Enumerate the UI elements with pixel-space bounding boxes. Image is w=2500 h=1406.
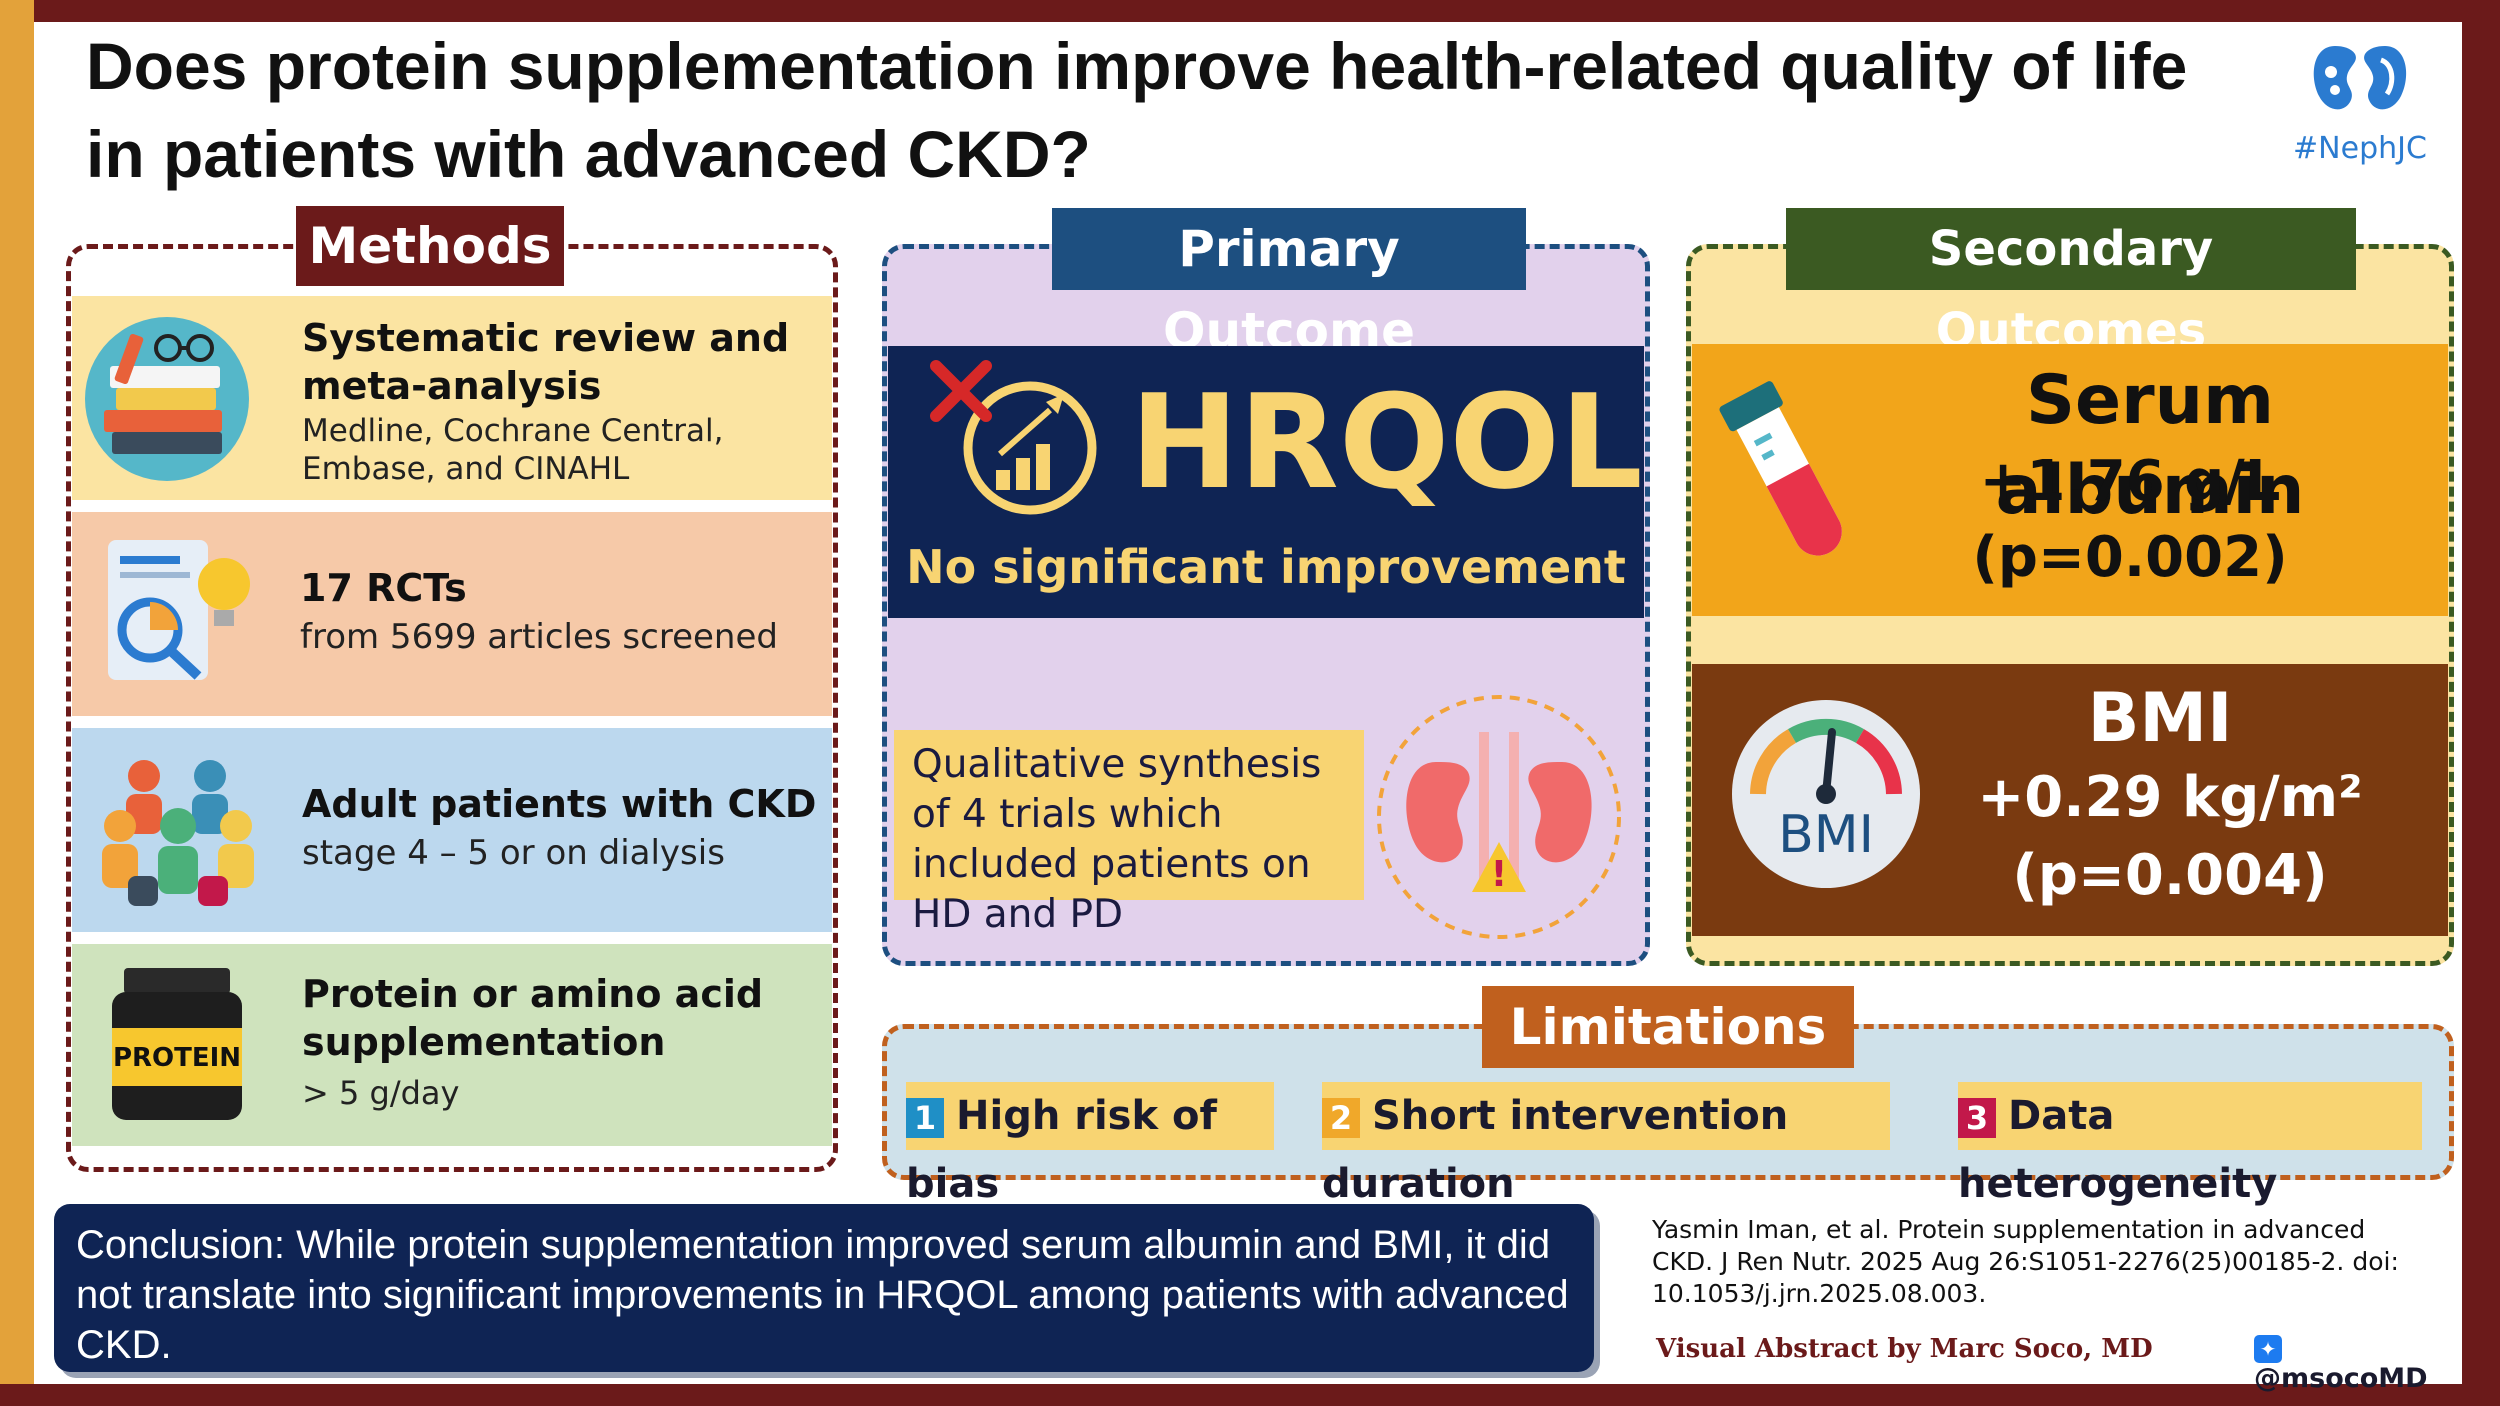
frame-left-bar: [0, 0, 34, 1406]
jar-label: PROTEIN: [113, 1043, 241, 1073]
page-title: Does protein supplementation improve hea…: [86, 29, 2188, 191]
method-row-protein: PROTEIN Protein or amino acid supplement…: [72, 944, 832, 1146]
test-tube-icon: [1719, 381, 1842, 556]
method-title-patients: Adult patients with CKD: [302, 782, 817, 826]
people-icon: [102, 760, 254, 906]
books-icon: [85, 317, 249, 481]
limitation-text-1: High risk of bias: [906, 1093, 1217, 1207]
method-sub-review: Medline, Cochrane Central, Embase, and C…: [302, 413, 724, 487]
method-sub-patients: stage 4 – 5 or on dialysis: [302, 833, 725, 873]
limitation-item-1: 1 High risk of bias: [906, 1082, 1274, 1207]
primary-note: Qualitative synthesis of 4 trials which …: [894, 730, 1364, 937]
bmi-name: BMI: [2087, 679, 2233, 758]
limitation-item-2: 2 Short intervention duration: [1322, 1082, 1890, 1207]
nephjc-logo: #NephJC: [2280, 36, 2440, 176]
logo-hashtag: #NephJC: [2293, 131, 2427, 166]
frame-bottom-bar: [0, 1384, 2500, 1406]
svg-text:!: !: [1491, 854, 1507, 895]
citation: Yasmin Iman, et al. Protein supplementat…: [1652, 1215, 2399, 1308]
method-title-review: Systematic review and meta-analysis: [302, 316, 790, 408]
limitation-text-3: Data heterogeneity: [1958, 1093, 2278, 1207]
handle-text: @msocoMD: [2254, 1363, 2428, 1394]
limitation-item-3: 3 Data heterogeneity: [1958, 1082, 2422, 1207]
bmi-gauge-label: BMI: [1778, 805, 1874, 865]
bmi-value: +0.29 kg/m²: [1977, 765, 2363, 830]
limitations-label: Limitations: [1482, 986, 1854, 1068]
limitation-number-2: 2: [1322, 1098, 1360, 1138]
conclusion-box: Conclusion: While protein supplementatio…: [54, 1204, 1594, 1372]
method-row-patients: Adult patients with CKD stage 4 – 5 or o…: [72, 728, 832, 932]
primary-label: Primary Outcome: [1052, 208, 1526, 360]
secondary-label: Secondary Outcomes: [1786, 208, 2356, 359]
albumin-name: Serum albumin: [1995, 361, 2305, 530]
method-row-rcts: 17 RCTs from 5699 articles screened: [72, 512, 832, 716]
credit: Visual Abstract by Marc Soco, MD: [1656, 1334, 2153, 1364]
bmi-p: (p=0.004): [2012, 843, 2328, 908]
method-title-protein: Protein or amino acid supplementation: [302, 972, 764, 1064]
hrqol-big-text: HRQOL: [1130, 366, 1643, 518]
limitation-number-3: 3: [1958, 1098, 1996, 1138]
method-title-rcts: 17 RCTs: [300, 566, 467, 610]
method-row-review: Systematic review and meta-analysis Medl…: [72, 296, 832, 500]
frame-top-bar: [0, 0, 2500, 22]
albumin-p: (p=0.002): [1972, 525, 2288, 590]
growth-chart-icon: [930, 360, 1097, 515]
bmi-gauge-icon: BMI: [1732, 700, 1920, 888]
kidney-warning-icon: !: [1377, 695, 1621, 939]
limitation-text-2: Short intervention duration: [1322, 1093, 1789, 1207]
protein-jar-icon: PROTEIN: [112, 968, 242, 1120]
bluesky-icon: ✦: [2254, 1334, 2282, 1363]
social-handle[interactable]: ✦ @msocoMD: [2254, 1332, 2454, 1394]
kidney-icon: [2313, 46, 2407, 110]
limitation-number-1: 1: [906, 1098, 944, 1138]
method-sub-protein: > 5 g/day: [302, 1074, 460, 1112]
albumin-panel: [1692, 344, 2448, 616]
cross-icon: [930, 360, 992, 422]
method-sub-rcts: from 5699 articles screened: [300, 617, 778, 657]
hrqol-result: No significant improvement: [906, 540, 1626, 594]
document-idea-icon: [108, 540, 250, 680]
albumin-value: +1.76 g/L: [1979, 449, 2281, 514]
frame-right-bar: [2462, 0, 2500, 1406]
methods-label: Methods: [296, 206, 564, 286]
